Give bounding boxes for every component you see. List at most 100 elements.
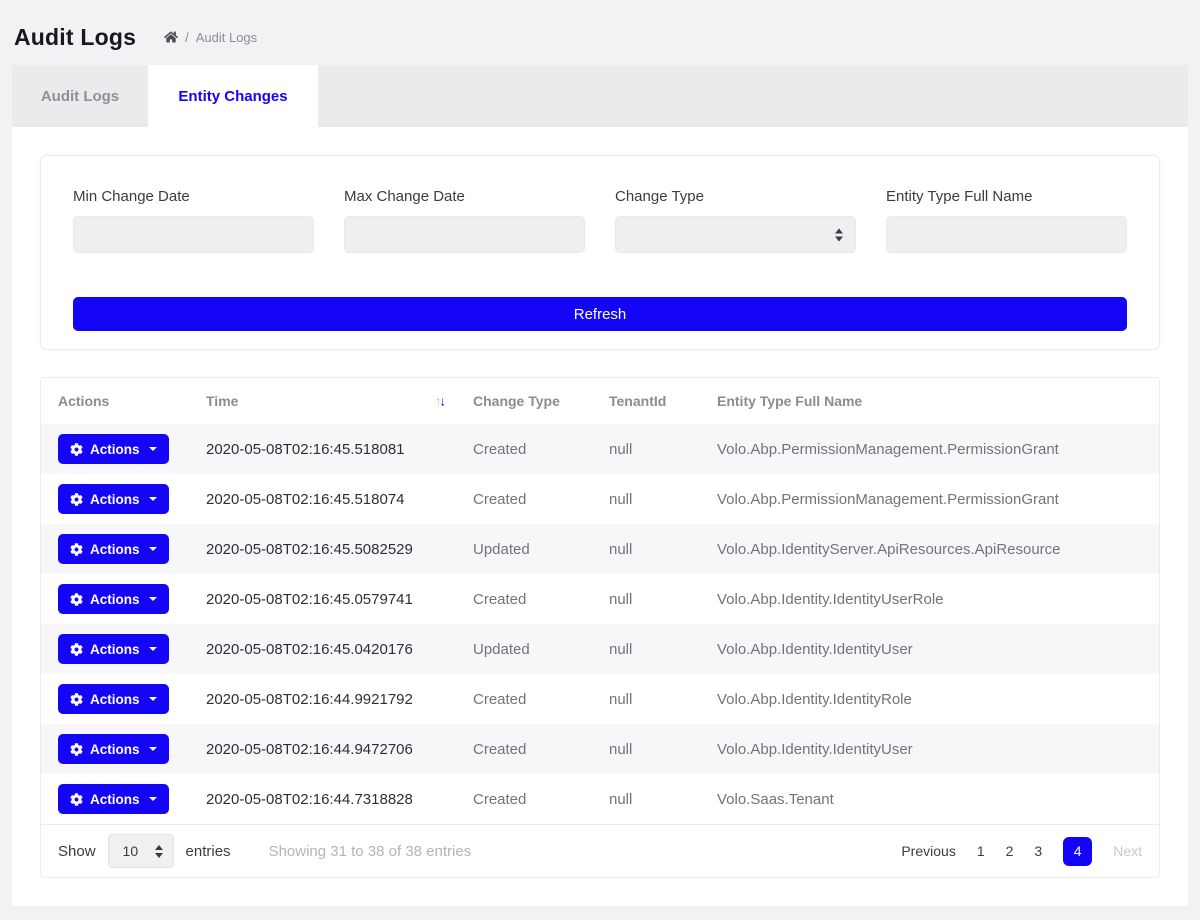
time-cell: 2020-05-08T02:16:44.9921792 bbox=[206, 690, 413, 708]
time-cell: 2020-05-08T02:16:44.9472706 bbox=[206, 740, 413, 758]
table-row: Actions 2020-05-08T02:16:45.5082529 Upda… bbox=[41, 524, 1159, 574]
tab-audit-logs[interactable]: Audit Logs bbox=[40, 87, 120, 105]
column-header-tenant-id[interactable]: TenantId bbox=[592, 378, 700, 424]
change-type-cell: Updated bbox=[473, 640, 530, 658]
caret-down-icon bbox=[148, 647, 157, 651]
breadcrumb-current: Audit Logs bbox=[195, 29, 258, 45]
time-cell: 2020-05-08T02:16:45.0579741 bbox=[206, 590, 413, 608]
entity-type-cell: Volo.Abp.IdentityServer.ApiResources.Api… bbox=[717, 540, 1061, 558]
caret-down-icon bbox=[148, 447, 157, 451]
tab-bar: Audit Logs Entity Changes bbox=[12, 65, 1188, 127]
column-header-entity-type[interactable]: Entity Type Full Name bbox=[700, 378, 1159, 424]
change-type-cell: Updated bbox=[473, 540, 530, 558]
gear-icon bbox=[70, 742, 83, 756]
tab-entity-changes[interactable]: Entity Changes bbox=[148, 65, 318, 127]
refresh-button[interactable]: Refresh bbox=[73, 297, 1127, 331]
gear-icon bbox=[70, 692, 83, 706]
filter-card: Min Change Date Max Change Date Change T… bbox=[40, 155, 1160, 350]
column-header-time-label: Time bbox=[206, 393, 239, 409]
entity-type-cell: Volo.Abp.PermissionManagement.Permission… bbox=[717, 440, 1059, 458]
table-footer: Show 10 entries Showing 31 to 38 of 38 e… bbox=[41, 824, 1159, 877]
entity-type-cell: Volo.Abp.Identity.IdentityUser bbox=[717, 640, 913, 658]
actions-cell: Actions bbox=[41, 474, 189, 524]
change-type-select[interactable] bbox=[615, 216, 856, 253]
actions-cell: Actions bbox=[41, 774, 189, 824]
change-type-cell: Created bbox=[473, 590, 527, 608]
table-row: Actions 2020-05-08T02:16:45.0579741 Crea… bbox=[41, 574, 1159, 624]
sort-desc-icon: ↓ bbox=[439, 393, 447, 409]
change-type-cell: Created bbox=[473, 440, 527, 458]
change-type-cell: Created bbox=[473, 490, 527, 508]
row-actions-button[interactable]: Actions bbox=[58, 784, 169, 814]
select-arrows-icon bbox=[154, 844, 163, 858]
entity-changes-table-card: Actions Time ↑↓ Change Type TenantId Ent… bbox=[40, 377, 1160, 878]
actions-button-label: Actions bbox=[90, 441, 140, 457]
entity-type-cell: Volo.Abp.Identity.IdentityUserRole bbox=[717, 590, 944, 608]
table-row: Actions 2020-05-08T02:16:44.9921792 Crea… bbox=[41, 674, 1159, 724]
pagination-next[interactable]: Next bbox=[1113, 843, 1142, 859]
tenant-id-cell: null bbox=[609, 440, 633, 458]
actions-cell: Actions bbox=[41, 574, 189, 624]
actions-button-label: Actions bbox=[90, 691, 140, 707]
pagination-previous[interactable]: Previous bbox=[901, 843, 956, 859]
actions-cell: Actions bbox=[41, 674, 189, 724]
table-row: Actions 2020-05-08T02:16:44.9472706 Crea… bbox=[41, 724, 1159, 774]
sort-icon[interactable]: ↑↓ bbox=[435, 394, 446, 409]
max-change-date-input[interactable] bbox=[344, 216, 585, 253]
table-row: Actions 2020-05-08T02:16:44.7318828 Crea… bbox=[41, 774, 1159, 824]
tenant-id-cell: null bbox=[609, 490, 633, 508]
actions-button-label: Actions bbox=[90, 791, 140, 807]
tenant-id-cell: null bbox=[609, 540, 633, 558]
gear-icon bbox=[70, 542, 83, 556]
gear-icon bbox=[70, 442, 83, 456]
breadcrumb: / Audit Logs bbox=[164, 30, 257, 45]
column-header-change-type[interactable]: Change Type bbox=[456, 378, 592, 424]
column-header-actions: Actions bbox=[41, 378, 189, 424]
pagination-page-2[interactable]: 2 bbox=[1005, 843, 1014, 859]
page-size-select[interactable]: 10 bbox=[107, 834, 174, 868]
row-actions-button[interactable]: Actions bbox=[58, 534, 169, 564]
main-area: Audit Logs Entity Changes Min Change Dat… bbox=[12, 65, 1188, 906]
change-type-cell: Created bbox=[473, 690, 527, 708]
tenant-id-cell: null bbox=[609, 790, 633, 808]
tenant-id-cell: null bbox=[609, 740, 633, 758]
row-actions-button[interactable]: Actions bbox=[58, 684, 169, 714]
pagination-page-4-active[interactable]: 4 bbox=[1063, 836, 1093, 866]
time-cell: 2020-05-08T02:16:45.518081 bbox=[206, 440, 405, 458]
caret-down-icon bbox=[148, 497, 157, 501]
actions-cell: Actions bbox=[41, 524, 189, 574]
row-actions-button[interactable]: Actions bbox=[58, 484, 169, 514]
actions-button-label: Actions bbox=[90, 741, 140, 757]
caret-down-icon bbox=[148, 547, 157, 551]
pagination-page-3[interactable]: 3 bbox=[1034, 843, 1043, 859]
sort-asc-icon: ↑ bbox=[435, 393, 441, 409]
entity-type-cell: Volo.Abp.PermissionManagement.Permission… bbox=[717, 490, 1059, 508]
min-change-date-label: Min Change Date bbox=[73, 188, 190, 205]
caret-down-icon bbox=[148, 797, 157, 801]
gear-icon bbox=[70, 792, 83, 806]
time-cell: 2020-05-08T02:16:45.5082529 bbox=[206, 540, 413, 558]
breadcrumb-separator: / bbox=[185, 29, 189, 45]
row-actions-button[interactable]: Actions bbox=[58, 584, 169, 614]
caret-down-icon bbox=[148, 597, 157, 601]
entity-changes-panel: Min Change Date Max Change Date Change T… bbox=[12, 127, 1188, 906]
row-actions-button[interactable]: Actions bbox=[58, 634, 169, 664]
row-actions-button[interactable]: Actions bbox=[58, 434, 169, 464]
column-header-time[interactable]: Time ↑↓ bbox=[189, 378, 456, 424]
actions-button-label: Actions bbox=[90, 641, 140, 657]
actions-cell: Actions bbox=[41, 624, 189, 674]
min-change-date-input[interactable] bbox=[73, 216, 314, 253]
actions-button-label: Actions bbox=[90, 591, 140, 607]
home-icon[interactable] bbox=[164, 30, 179, 44]
gear-icon bbox=[70, 492, 83, 506]
tenant-id-cell: null bbox=[609, 690, 633, 708]
tenant-id-cell: null bbox=[609, 590, 633, 608]
pagination-page-1[interactable]: 1 bbox=[976, 843, 985, 859]
max-change-date-label: Max Change Date bbox=[344, 188, 465, 205]
row-actions-button[interactable]: Actions bbox=[58, 734, 169, 764]
showing-info: Showing 31 to 38 of 38 entries bbox=[268, 842, 472, 860]
entity-type-full-name-input[interactable] bbox=[886, 216, 1127, 253]
entity-changes-table: Actions Time ↑↓ Change Type TenantId Ent… bbox=[41, 378, 1159, 824]
actions-button-label: Actions bbox=[90, 541, 140, 557]
actions-cell: Actions bbox=[41, 424, 189, 474]
